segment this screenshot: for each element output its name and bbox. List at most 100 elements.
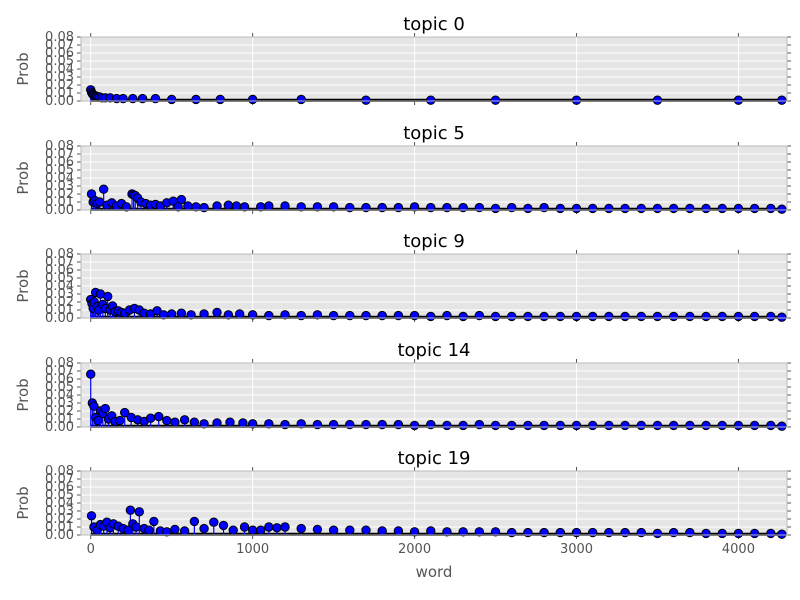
y-axis-label: Prob: [14, 378, 32, 411]
stem-marker: [393, 526, 404, 536]
y-tick-label: 0.08: [45, 356, 74, 371]
stem-marker: [668, 203, 679, 214]
plot-frame: [80, 362, 788, 428]
stem-marker: [507, 420, 517, 431]
stem-marker: [328, 202, 339, 212]
stem-marker: [523, 527, 533, 538]
subplot-1: 0.000.010.020.030.040.050.060.070.08 topi…: [14, 123, 791, 218]
stem-marker: [442, 420, 452, 431]
stem-marker: [409, 527, 420, 537]
stem-marker: [103, 291, 113, 302]
y-tick-label: 0.02: [45, 295, 74, 310]
y-tick-label: 0.06: [45, 372, 74, 387]
stem-marker: [507, 202, 517, 213]
stem-marker: [134, 507, 144, 517]
stem-marker: [280, 522, 290, 532]
stem-marker: [312, 202, 323, 212]
stem-marker: [247, 419, 258, 429]
stem-marker: [555, 527, 566, 538]
stem-marker: [361, 95, 371, 105]
stem-marker: [685, 527, 695, 538]
stem-marker: [162, 415, 172, 426]
x-tick-label: 4000: [722, 542, 755, 557]
stem-marker: [701, 203, 711, 214]
stem-marker: [312, 524, 323, 535]
stem-marker: [636, 420, 646, 431]
y-tick-label: 0.02: [45, 404, 74, 419]
stem-marker: [474, 310, 485, 321]
stem-marker: [766, 420, 776, 431]
stem-marker: [296, 523, 306, 534]
stem-marker: [490, 311, 501, 322]
stem-marker: [209, 517, 219, 527]
stem-marker: [587, 311, 598, 322]
stem-marker: [215, 94, 225, 105]
stem-marker: [361, 310, 371, 321]
stem-marker: [571, 95, 582, 105]
stem-marker: [115, 415, 125, 426]
stem-marker: [571, 311, 582, 322]
stem-marker: [264, 201, 274, 211]
stem-marker: [523, 203, 533, 214]
y-tick-label: 0.06: [45, 155, 74, 170]
stem-marker: [652, 528, 663, 539]
y-tick-label: 0.05: [45, 163, 74, 178]
subplot-title: topic 14: [397, 340, 470, 361]
stem-marker: [458, 527, 468, 537]
y-tick-label: 0.01: [45, 195, 74, 210]
stem-marker: [717, 203, 727, 214]
stem-marker: [345, 525, 355, 535]
stem-marker: [144, 525, 154, 535]
y-tick-label: 0.02: [45, 512, 74, 527]
stem-marker: [458, 420, 468, 431]
stem-marker: [239, 202, 250, 212]
stem-marker: [587, 203, 598, 214]
stem-marker: [128, 93, 138, 104]
subplot-title: topic 0: [403, 14, 465, 35]
stem-marker: [100, 403, 110, 414]
plot-frame: [80, 36, 788, 102]
stem-marker: [361, 202, 371, 213]
y-tick-label: 0.00: [45, 420, 74, 435]
stem-marker: [296, 202, 306, 212]
stem-marker: [490, 420, 501, 431]
stem-marker: [426, 95, 436, 105]
stem-marker: [701, 311, 711, 322]
y-tick-label: 0.03: [45, 70, 74, 85]
y-tick-label: 0.04: [45, 62, 74, 77]
y-tick-label: 0.06: [45, 263, 74, 278]
stem-marker: [280, 310, 290, 320]
stem-marker: [212, 307, 222, 318]
stem-marker: [652, 420, 663, 431]
stem-marker: [377, 526, 387, 536]
stem-marker: [652, 203, 663, 214]
plot-frame: [80, 145, 788, 211]
y-tick-label: 0.07: [45, 38, 74, 53]
y-tick-label: 0.06: [45, 46, 74, 61]
stem-marker: [490, 203, 501, 214]
subplot-4: 0.000.010.020.030.040.050.060.070.08 topi…: [14, 448, 791, 581]
plot-frame: [80, 253, 788, 319]
stem-marker: [426, 526, 436, 536]
stem-marker: [652, 311, 663, 322]
y-tick-label: 0.05: [45, 488, 74, 503]
y-tick-label: 0.04: [45, 171, 74, 186]
y-tick-label: 0.00: [45, 311, 74, 326]
x-tick-label: 2000: [398, 542, 431, 557]
stem-marker: [186, 310, 196, 320]
stem-marker: [490, 527, 501, 537]
stem-marker: [409, 420, 420, 431]
stem-marker: [239, 522, 250, 532]
stem-marker: [604, 527, 614, 538]
stem-marker: [571, 527, 582, 538]
stem-marker: [170, 417, 180, 427]
stem-marker: [154, 411, 164, 422]
y-tick-label: 0.00: [45, 203, 74, 218]
y-tick-label: 0.06: [45, 480, 74, 495]
stem-marker: [426, 311, 436, 322]
y-tick-label: 0.08: [45, 139, 74, 154]
stem-marker: [212, 418, 222, 428]
stem-marker: [176, 194, 187, 205]
stem-marker: [490, 95, 501, 105]
